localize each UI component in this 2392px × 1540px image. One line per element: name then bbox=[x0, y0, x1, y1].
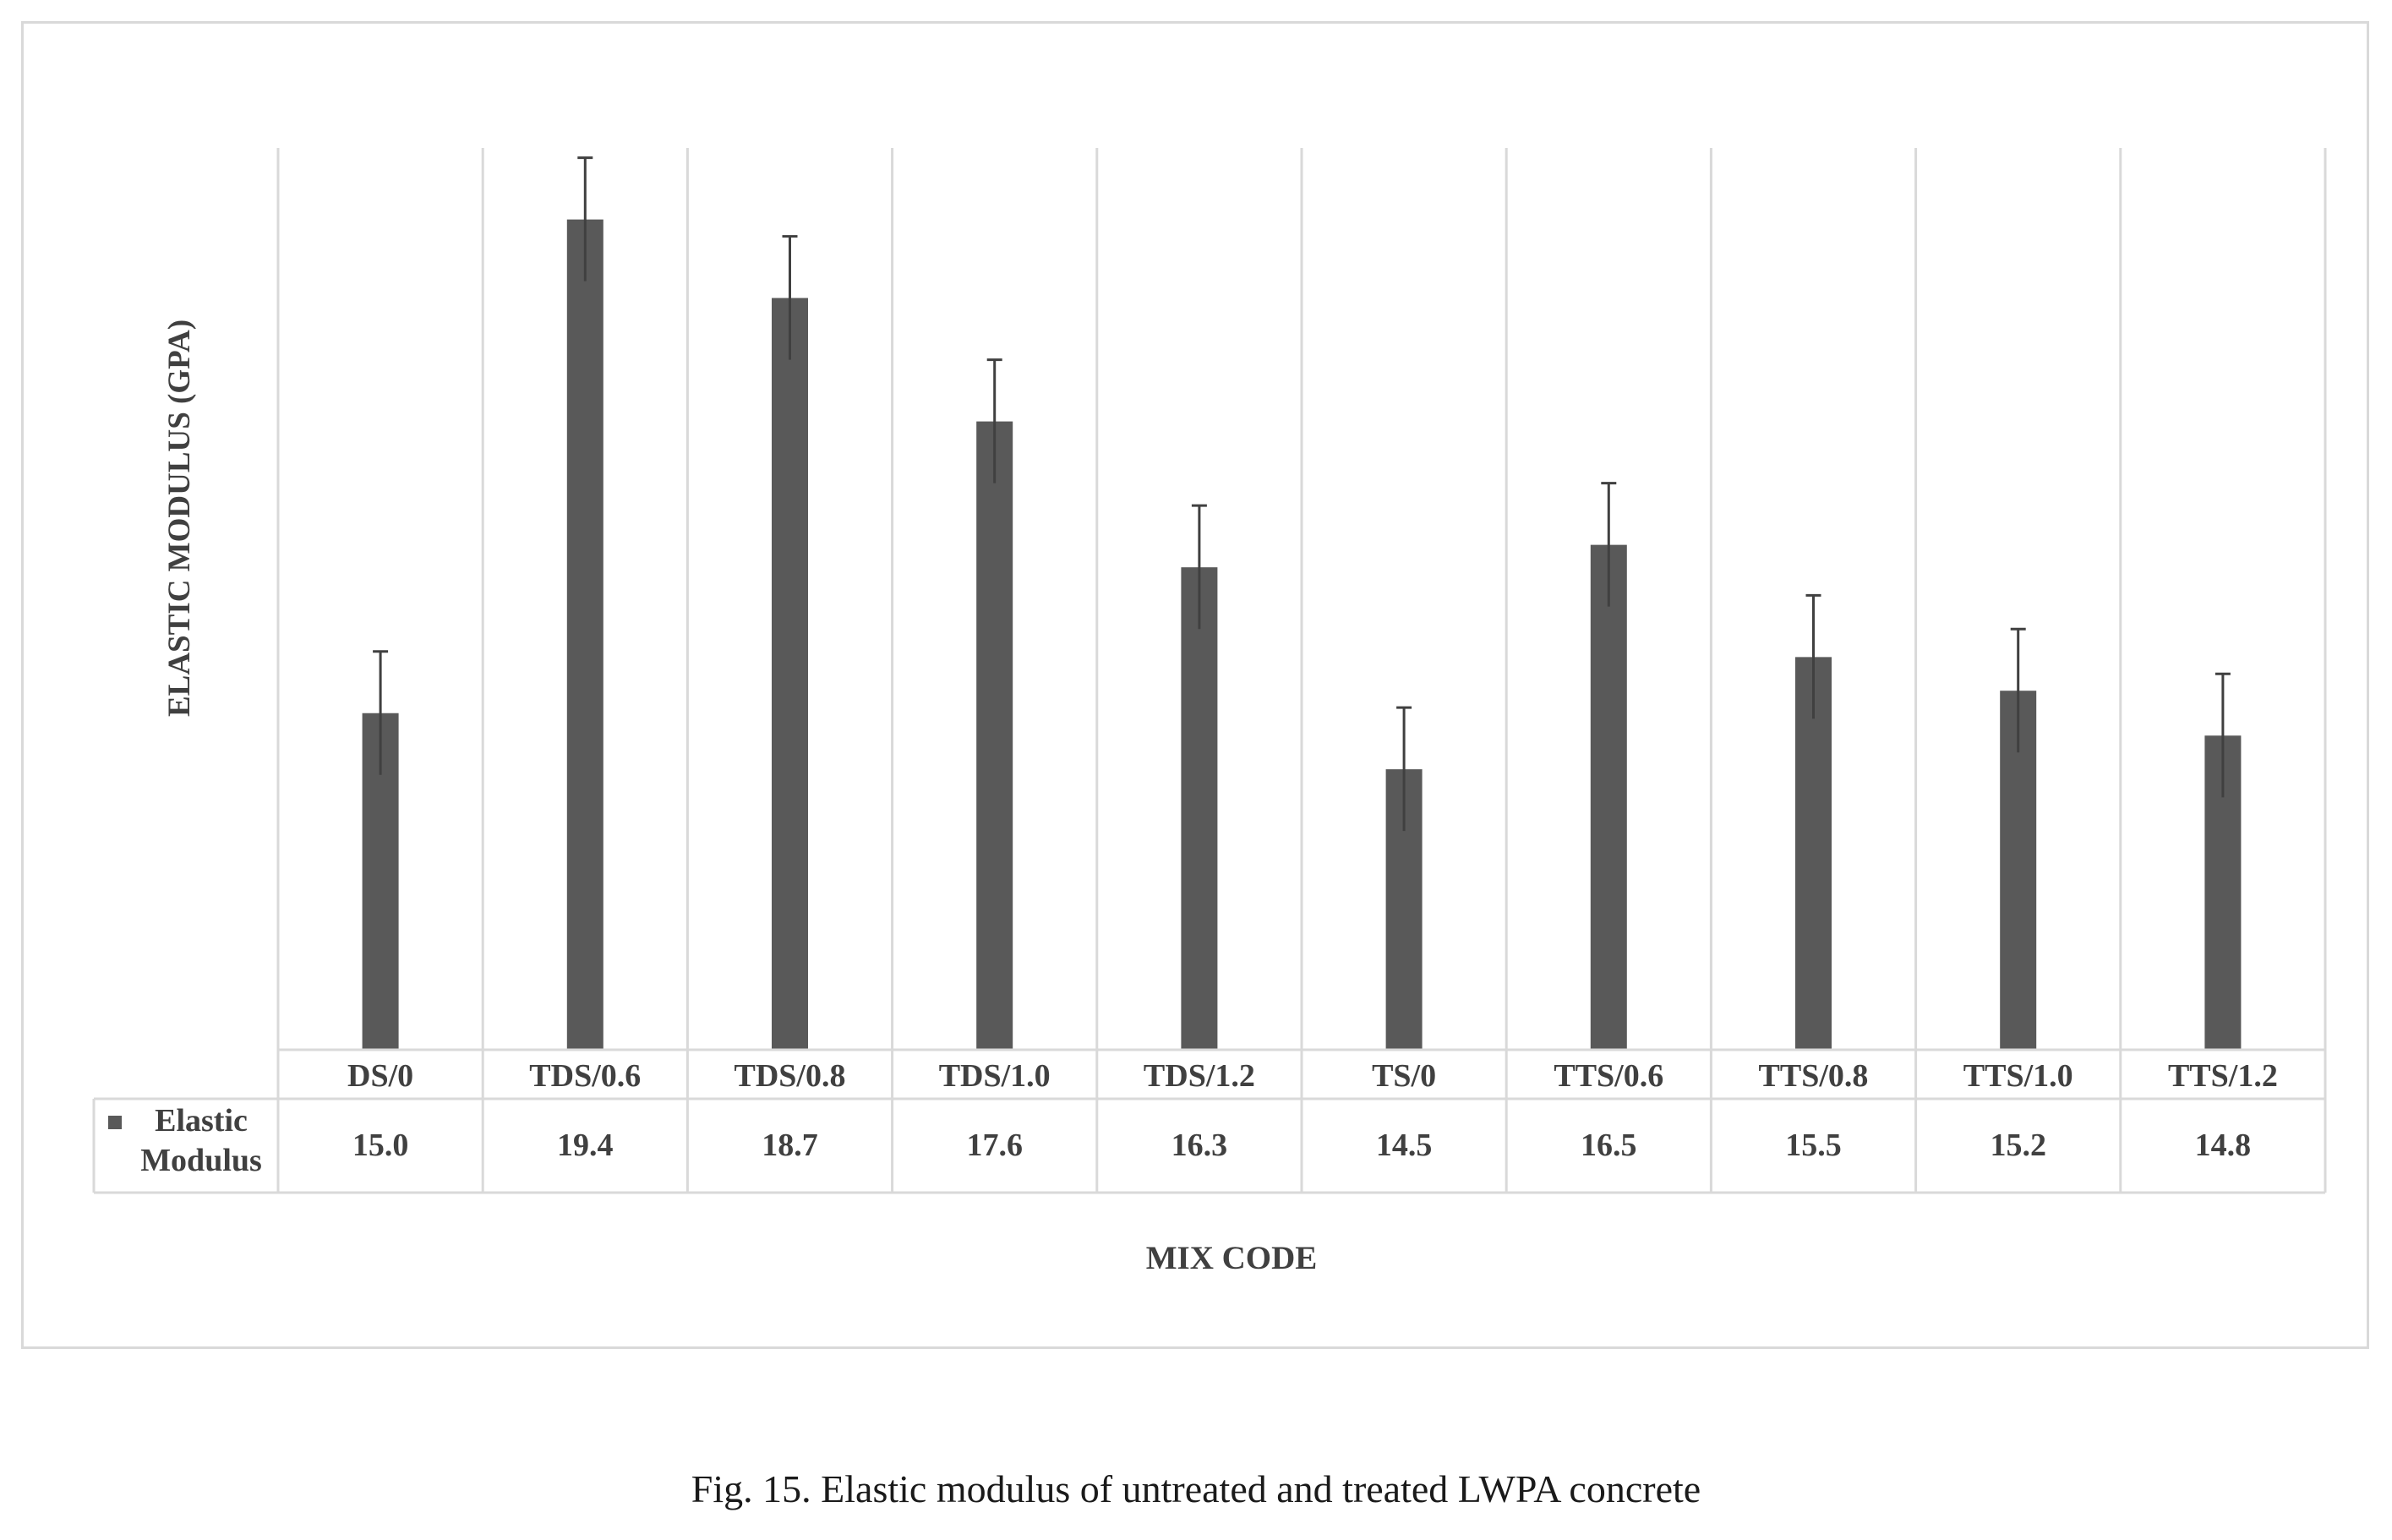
category-label: TDS/0.6 bbox=[529, 1058, 641, 1094]
bar bbox=[1795, 657, 1832, 1050]
figure-caption: Fig. 15. Elastic modulus of untreated an… bbox=[691, 1467, 1701, 1510]
category-label: TDS/0.8 bbox=[735, 1058, 846, 1094]
data-label: 14.8 bbox=[2195, 1128, 2252, 1163]
data-label: 15.5 bbox=[1785, 1128, 1842, 1163]
category-label: TTS/0.8 bbox=[1759, 1058, 1869, 1094]
data-label: 16.3 bbox=[1171, 1128, 1228, 1163]
y-axis-label: ELASTIC MODULUS (GPA) bbox=[162, 319, 197, 717]
data-label: 18.7 bbox=[762, 1128, 818, 1163]
x-axis-label: MIX CODE bbox=[1146, 1240, 1318, 1276]
bar bbox=[976, 421, 1013, 1051]
category-label: TDS/1.0 bbox=[939, 1058, 1051, 1094]
bar-layer bbox=[362, 156, 2242, 1051]
data-label: 19.4 bbox=[557, 1128, 614, 1163]
category-label: TDS/1.2 bbox=[1144, 1058, 1255, 1094]
category-label: DS/0 bbox=[347, 1058, 413, 1094]
chart-svg: DS/0 15.0 TDS/0.6 19.4 TDS/0.8 18.7 TDS/1.0 17.… bbox=[92, 148, 2327, 1276]
bar bbox=[566, 219, 603, 1050]
bar bbox=[772, 298, 808, 1050]
data-label: 16.5 bbox=[1581, 1128, 1637, 1163]
grid-layer bbox=[276, 148, 2327, 1193]
bar bbox=[1590, 544, 1627, 1050]
data-label: 17.6 bbox=[966, 1128, 1023, 1163]
legend-label: Modulus bbox=[140, 1143, 262, 1178]
legend-label: Elastic bbox=[155, 1103, 248, 1139]
data-table: DS/0 15.0 TDS/0.6 19.4 TDS/0.8 18.7 TDS/1.0 17.… bbox=[92, 1048, 2325, 1194]
data-label: 15.0 bbox=[352, 1128, 409, 1163]
data-label: 14.5 bbox=[1376, 1128, 1433, 1163]
category-label: TTS/1.0 bbox=[1963, 1058, 2073, 1094]
data-label: 15.2 bbox=[1990, 1128, 2046, 1163]
category-label: TTS/0.6 bbox=[1554, 1058, 1663, 1094]
chart-frame: DS/0 15.0 TDS/0.6 19.4 TDS/0.8 18.7 TDS/1.0 17.… bbox=[21, 21, 2369, 1349]
bar bbox=[1181, 567, 1218, 1050]
category-label: TTS/1.2 bbox=[2168, 1058, 2278, 1094]
legend-swatch bbox=[108, 1116, 122, 1129]
category-label: TS/0 bbox=[1372, 1058, 1436, 1094]
